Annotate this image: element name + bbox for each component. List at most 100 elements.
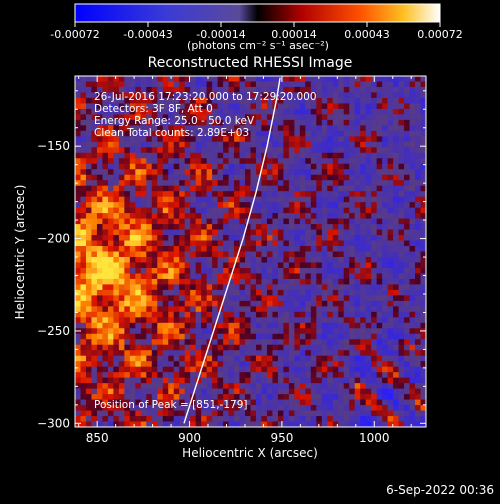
heatmap-cell bbox=[354, 289, 361, 296]
heatmap-cell bbox=[212, 240, 218, 247]
heatmap-cell bbox=[250, 125, 257, 132]
heatmap-cell bbox=[75, 218, 81, 225]
heatmap-cell bbox=[245, 119, 251, 126]
heatmap-cell bbox=[118, 213, 125, 219]
heatmap-cell bbox=[316, 289, 323, 296]
heatmap-cell bbox=[343, 136, 350, 143]
heatmap-cell bbox=[217, 158, 224, 165]
heatmap-cell bbox=[140, 273, 147, 280]
heatmap-cell bbox=[343, 76, 350, 82]
heatmap-cell bbox=[195, 262, 202, 269]
heatmap-cell bbox=[113, 152, 120, 159]
heatmap-cell bbox=[420, 169, 427, 176]
heatmap-cell bbox=[206, 317, 213, 324]
heatmap-cell bbox=[212, 295, 218, 302]
heatmap-cell bbox=[107, 278, 114, 285]
heatmap-cell bbox=[245, 246, 251, 252]
heatmap-cell bbox=[162, 119, 169, 126]
heatmap-cell bbox=[409, 125, 416, 132]
heatmap-cell bbox=[190, 169, 197, 176]
heatmap-cell bbox=[140, 196, 147, 203]
heatmap-cell bbox=[113, 388, 120, 395]
heatmap-cell bbox=[415, 224, 421, 230]
heatmap-cell bbox=[327, 213, 334, 219]
heatmap-cell bbox=[360, 130, 367, 137]
heatmap-cell bbox=[321, 163, 328, 170]
heatmap-cell bbox=[146, 246, 153, 252]
heatmap-cell bbox=[85, 355, 92, 362]
heatmap-cell bbox=[332, 119, 339, 126]
heatmap-cell bbox=[217, 344, 224, 351]
heatmap-cell bbox=[173, 278, 180, 285]
heatmap-cell bbox=[376, 251, 383, 258]
heatmap-cell bbox=[107, 377, 114, 384]
heatmap-cell bbox=[305, 289, 312, 296]
heatmap-cell bbox=[140, 322, 147, 329]
heatmap-cell bbox=[135, 218, 142, 225]
heatmap-cell bbox=[299, 328, 306, 335]
heatmap-cell bbox=[162, 76, 169, 82]
heatmap-cell bbox=[332, 383, 339, 390]
heatmap-cell bbox=[223, 81, 229, 88]
heatmap-cell bbox=[371, 218, 378, 225]
heatmap-cell bbox=[360, 416, 367, 422]
heatmap-cell bbox=[80, 317, 87, 324]
heatmap-cell bbox=[212, 136, 218, 143]
heatmap-cell bbox=[343, 306, 350, 313]
heatmap-cell bbox=[157, 383, 164, 390]
heatmap-cell bbox=[212, 163, 218, 170]
heatmap-cell bbox=[272, 317, 279, 324]
heatmap-cell bbox=[305, 278, 312, 285]
heatmap-cell bbox=[316, 163, 323, 170]
heatmap-cell bbox=[365, 130, 372, 137]
heatmap-cell bbox=[173, 86, 180, 93]
heatmap-cell bbox=[223, 224, 229, 230]
heatmap-cell bbox=[255, 421, 262, 428]
heatmap-cell bbox=[190, 262, 197, 269]
heatmap-cell bbox=[338, 218, 345, 225]
heatmap-cell bbox=[190, 306, 197, 313]
heatmap-cell bbox=[140, 366, 147, 373]
heatmap-cell bbox=[338, 372, 345, 379]
heatmap-cell bbox=[360, 355, 367, 362]
heatmap-cell bbox=[316, 328, 323, 335]
heatmap-cell bbox=[168, 399, 175, 406]
heatmap-cell bbox=[228, 289, 235, 296]
heatmap-cell bbox=[85, 383, 92, 390]
heatmap-cell bbox=[184, 284, 191, 291]
heatmap-cell bbox=[349, 86, 356, 93]
heatmap-cell bbox=[234, 108, 240, 115]
heatmap-cell bbox=[206, 284, 213, 291]
heatmap-cell bbox=[288, 235, 295, 241]
heatmap-cell bbox=[96, 218, 103, 225]
heatmap-cell bbox=[266, 311, 273, 318]
heatmap-cell bbox=[294, 202, 301, 209]
heatmap-cell bbox=[118, 136, 125, 143]
heatmap-cell bbox=[371, 256, 378, 263]
heatmap-cell bbox=[217, 383, 224, 390]
heatmap-cell bbox=[146, 289, 153, 296]
heatmap-cell bbox=[118, 333, 125, 340]
heatmap-cell bbox=[294, 333, 301, 340]
heatmap-cell bbox=[272, 399, 279, 406]
y-tick-label: −150 bbox=[37, 139, 70, 153]
heatmap-cell bbox=[118, 328, 125, 335]
heatmap-cell bbox=[404, 136, 410, 143]
heatmap-cell bbox=[371, 322, 378, 329]
heatmap-cell bbox=[398, 125, 405, 132]
heatmap-cell bbox=[266, 147, 273, 154]
heatmap-cell bbox=[124, 213, 131, 219]
heatmap-cell bbox=[420, 251, 427, 258]
heatmap-cell bbox=[217, 108, 224, 115]
heatmap-cell bbox=[310, 119, 317, 126]
heatmap-cell bbox=[382, 300, 389, 307]
heatmap-cell bbox=[190, 361, 197, 368]
heatmap-cell bbox=[360, 410, 367, 417]
heatmap-cell bbox=[162, 372, 169, 379]
heatmap-cell bbox=[310, 306, 317, 313]
heatmap-cell bbox=[85, 344, 92, 351]
heatmap-cell bbox=[107, 97, 114, 104]
heatmap-cell bbox=[201, 251, 208, 258]
heatmap-cell bbox=[349, 158, 356, 165]
heatmap-cell bbox=[266, 185, 273, 192]
